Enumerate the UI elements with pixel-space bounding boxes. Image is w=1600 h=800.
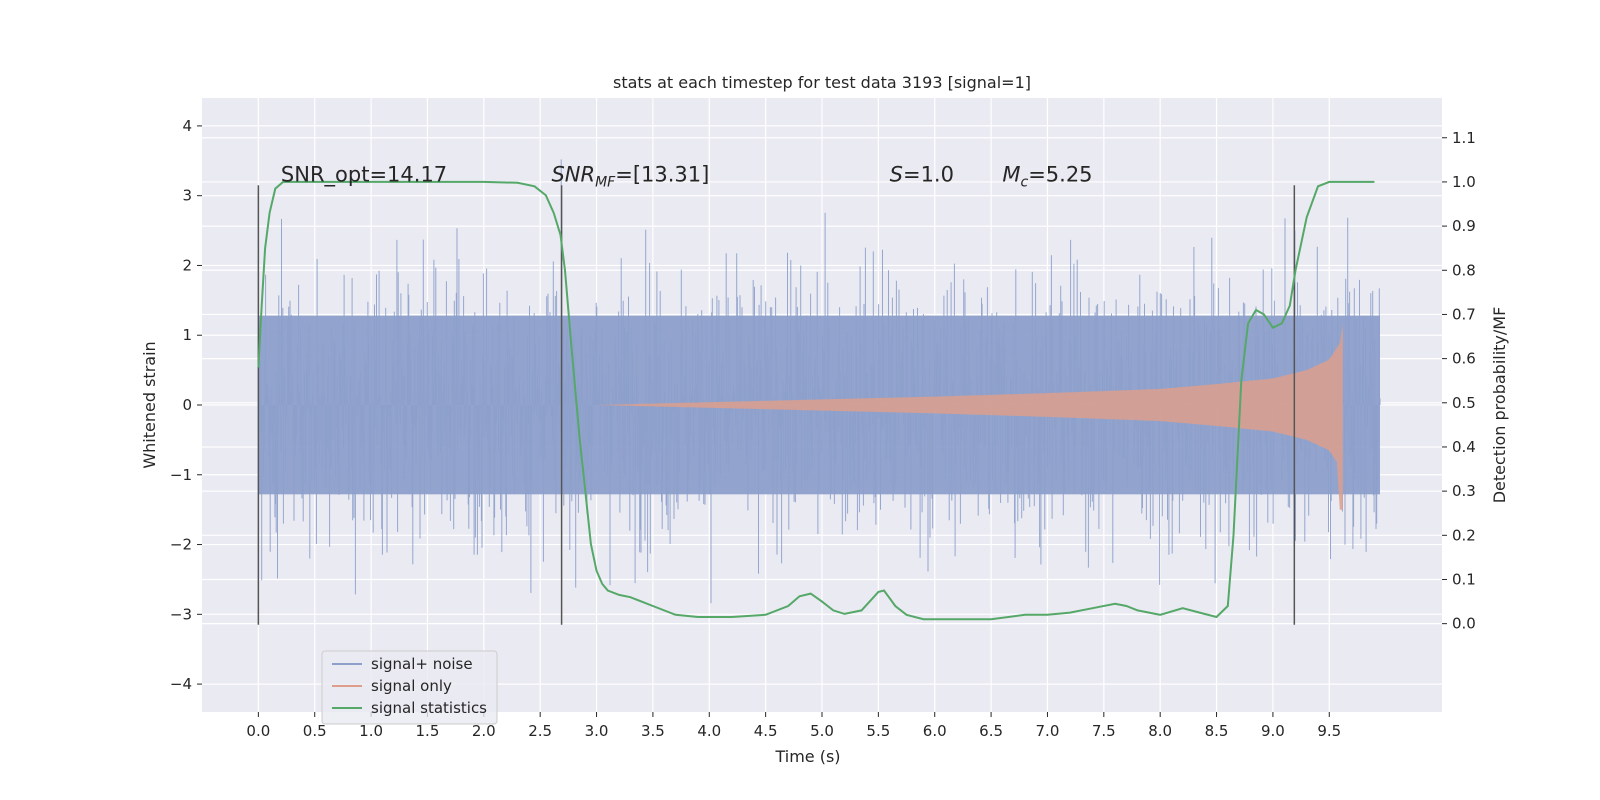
y-left-tick-label: 2 <box>182 256 192 274</box>
y-right-tick-label: 0.1 <box>1452 570 1476 588</box>
annotation-value: =[13.31] <box>615 163 709 187</box>
y-axis-right: 1.1 1.0 0.9 0.8 0.7 0.6 0.5 0.4 0.3 0.2 0.1 0.0 <box>1442 129 1476 633</box>
x-tick-label: 5.0 <box>810 722 834 740</box>
annotation-2: S=1.0 <box>890 163 954 187</box>
y-left-tick-label: 1 <box>182 326 192 344</box>
series-signal-only <box>574 324 1343 510</box>
y-left-tick-label: −3 <box>170 605 192 623</box>
x-tick-label: 6.5 <box>979 722 1003 740</box>
x-tick-label: 2.0 <box>472 722 496 740</box>
annotation-symbol: M <box>1002 163 1020 187</box>
annotation-subscript: c <box>1020 175 1028 191</box>
chirp-envelope <box>574 324 1343 510</box>
y-left-tick-label: 0 <box>182 396 192 414</box>
y-axis-right-label: Detection probability/MF <box>1490 307 1509 504</box>
x-tick-label: 0.0 <box>246 722 270 740</box>
x-tick-label: 6.0 <box>923 722 947 740</box>
chart-title: stats at each timestep for test data 319… <box>613 73 1031 92</box>
x-tick-label: 2.5 <box>528 722 552 740</box>
x-tick-label: 8.0 <box>1148 722 1172 740</box>
y-right-tick-label: 0.0 <box>1452 615 1476 633</box>
x-tick-label: 7.0 <box>1036 722 1060 740</box>
legend-label-signal-only: signal only <box>371 677 452 695</box>
x-tick-label: 4.5 <box>754 722 778 740</box>
annotation-0: SNR_opt=14.17 <box>281 163 447 188</box>
y-left-tick-label: 4 <box>182 117 192 135</box>
annotation-1: SNRMF=[13.31] <box>551 163 709 191</box>
legend-label-signal-plus-noise: signal+ noise <box>371 655 473 673</box>
y-right-tick-label: 0.2 <box>1452 526 1476 544</box>
y-left-tick-label: −1 <box>170 466 192 484</box>
x-tick-label: 9.5 <box>1317 722 1341 740</box>
x-tick-label: 8.5 <box>1205 722 1229 740</box>
x-tick-label: 1.5 <box>416 722 440 740</box>
y-right-tick-label: 0.8 <box>1452 261 1476 279</box>
annotations: SNR_opt=14.17 SNRMF=[13.31] S=1.0 Mc=5.25 <box>281 163 1093 191</box>
y-left-tick-label: −4 <box>170 675 192 693</box>
y-right-tick-label: 1.1 <box>1452 129 1476 147</box>
vertical-markers <box>257 185 1296 625</box>
x-tick-label: 0.5 <box>303 722 327 740</box>
x-tick-label: 4.0 <box>697 722 721 740</box>
y-left-tick-label: −2 <box>170 536 192 554</box>
legend-label-signal-statistics: signal statistics <box>371 699 487 717</box>
annotation-3: Mc=5.25 <box>1002 163 1092 191</box>
x-tick-label: 3.5 <box>641 722 665 740</box>
x-tick-label: 3.0 <box>585 722 609 740</box>
annotation-symbol: SNR <box>551 163 595 187</box>
annotation-symbol: S <box>890 163 903 187</box>
legend: signal+ noise signal only signal statist… <box>321 650 498 725</box>
legend-box <box>321 650 498 725</box>
series-signal-statistics <box>257 180 1375 621</box>
y-right-tick-label: 0.4 <box>1452 438 1476 456</box>
y-right-tick-label: 0.7 <box>1452 305 1476 323</box>
y-right-tick-label: 1.0 <box>1452 173 1476 191</box>
x-axis: 0.0 0.5 1.0 1.5 2.0 2.5 3.0 3.5 4.0 4.5 5.0 5.5 6.0 6… <box>246 712 1341 740</box>
y-right-tick-label: 0.3 <box>1452 482 1476 500</box>
annotation-subscript: MF <box>595 175 616 191</box>
annotation-text: SNR_opt=14.17 <box>281 163 447 188</box>
y-right-tick-label: 0.6 <box>1452 350 1476 368</box>
y-right-tick-label: 0.9 <box>1452 217 1476 235</box>
annotation-value: =1.0 <box>903 163 954 187</box>
x-tick-label: 5.5 <box>866 722 890 740</box>
x-tick-label: 9.0 <box>1261 722 1285 740</box>
y-left-tick-label: 3 <box>182 187 192 205</box>
annotation-value: =5.25 <box>1028 163 1092 187</box>
x-tick-label: 7.5 <box>1092 722 1116 740</box>
y-axis-left-label: Whitened strain <box>140 341 159 468</box>
x-axis-label: Time (s) <box>774 747 840 766</box>
y-axis-left: 4 3 2 1 0 −1 −2 −3 −4 <box>170 117 202 693</box>
y-right-tick-label: 0.5 <box>1452 394 1476 412</box>
x-tick-label: 1.0 <box>359 722 383 740</box>
signal-statistics-line <box>257 180 1375 621</box>
